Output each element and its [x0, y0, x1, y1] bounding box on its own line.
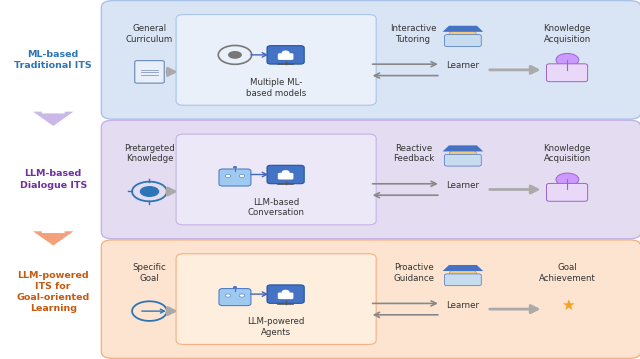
Text: Interactive
Tutoring: Interactive Tutoring — [390, 24, 437, 43]
Circle shape — [282, 290, 290, 294]
Text: Proactive
Guidance: Proactive Guidance — [394, 264, 435, 283]
FancyBboxPatch shape — [445, 154, 481, 166]
Text: Pretargeted
Knowledge: Pretargeted Knowledge — [124, 144, 175, 163]
FancyBboxPatch shape — [101, 240, 640, 358]
FancyBboxPatch shape — [219, 289, 251, 306]
Text: Learner: Learner — [446, 300, 479, 309]
Text: Reactive
Feedback: Reactive Feedback — [393, 144, 435, 163]
Text: ML-based
Traditional ITS: ML-based Traditional ITS — [15, 50, 92, 70]
FancyBboxPatch shape — [176, 254, 376, 345]
FancyBboxPatch shape — [445, 274, 481, 286]
Circle shape — [225, 174, 231, 177]
FancyBboxPatch shape — [101, 120, 640, 239]
Circle shape — [556, 53, 579, 66]
Circle shape — [556, 173, 579, 186]
Circle shape — [140, 186, 159, 197]
FancyBboxPatch shape — [219, 169, 251, 186]
Text: LLM-powered
ITS for
Goal-oriented
Learning: LLM-powered ITS for Goal-oriented Learni… — [17, 271, 90, 313]
FancyBboxPatch shape — [278, 53, 293, 60]
Text: Learner: Learner — [446, 61, 479, 70]
Text: Learner: Learner — [446, 181, 479, 190]
FancyBboxPatch shape — [278, 173, 293, 180]
Polygon shape — [443, 26, 483, 32]
Text: Knowledge
Acquisition: Knowledge Acquisition — [543, 24, 591, 43]
FancyBboxPatch shape — [278, 293, 293, 299]
Circle shape — [225, 294, 231, 297]
Circle shape — [449, 267, 477, 283]
Polygon shape — [33, 231, 74, 246]
Text: LLM-based
Conversation: LLM-based Conversation — [248, 198, 305, 217]
FancyBboxPatch shape — [176, 14, 376, 105]
Circle shape — [239, 294, 244, 297]
Circle shape — [449, 28, 477, 43]
Polygon shape — [443, 145, 483, 151]
FancyBboxPatch shape — [267, 165, 304, 184]
Text: Specific
Goal: Specific Goal — [132, 264, 166, 283]
Circle shape — [233, 166, 237, 168]
Text: LLM-based
Dialogue ITS: LLM-based Dialogue ITS — [20, 169, 87, 190]
Circle shape — [282, 51, 290, 55]
FancyBboxPatch shape — [547, 183, 588, 201]
Circle shape — [233, 286, 237, 288]
Polygon shape — [443, 265, 483, 271]
Text: Knowledge
Acquisition: Knowledge Acquisition — [543, 144, 591, 163]
Text: ★: ★ — [561, 298, 574, 313]
Text: Multiple ML-
based models: Multiple ML- based models — [246, 78, 307, 98]
FancyBboxPatch shape — [267, 285, 304, 303]
FancyBboxPatch shape — [267, 46, 304, 64]
Circle shape — [228, 51, 242, 59]
FancyBboxPatch shape — [445, 35, 481, 46]
Text: General
Curriculum: General Curriculum — [126, 24, 173, 43]
FancyBboxPatch shape — [135, 61, 164, 83]
FancyBboxPatch shape — [101, 1, 640, 119]
FancyBboxPatch shape — [547, 64, 588, 81]
Text: LLM-powered
Agents: LLM-powered Agents — [248, 317, 305, 337]
Circle shape — [282, 170, 290, 174]
Text: Goal
Achievement: Goal Achievement — [539, 264, 596, 283]
Circle shape — [449, 147, 477, 163]
FancyBboxPatch shape — [176, 134, 376, 225]
Polygon shape — [33, 112, 74, 126]
Circle shape — [239, 174, 244, 177]
